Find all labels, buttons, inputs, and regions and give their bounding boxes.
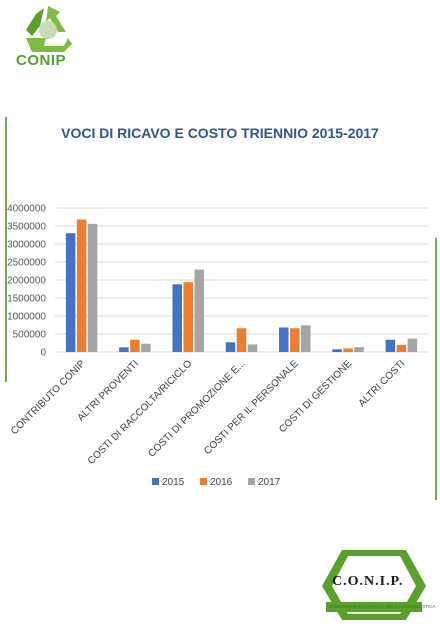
y-tick-label: 3500000 — [7, 222, 46, 233]
bar-2017 — [301, 325, 311, 352]
bar-2015 — [385, 339, 396, 352]
legend-label: 2016 — [210, 477, 233, 488]
bar-2016 — [183, 282, 193, 352]
conip-logo-bottom: C.O.N.I.P. CONSORZIO NAZIONALE IMBALLAGG… — [312, 546, 436, 624]
x-category-label: COSTI DI RACCOLTA/RICICLO — [86, 358, 195, 467]
bar-2015 — [225, 342, 236, 352]
conip-logo-top: CONIP — [10, 2, 86, 74]
recycle-icon — [26, 6, 72, 52]
y-tick-label: 2000000 — [7, 276, 46, 287]
left-accent-rule — [5, 117, 7, 382]
bar-2017 — [247, 344, 258, 352]
conip-emblem-icon — [322, 550, 426, 620]
y-tick-label: 3000000 — [7, 240, 46, 251]
bar-2016 — [290, 328, 300, 352]
bar-2015 — [172, 284, 182, 352]
y-tick-label: 1000000 — [7, 312, 46, 323]
y-tick-label: 4000000 — [7, 204, 46, 215]
logo-bottom-wordmark: C.O.N.I.P. — [332, 574, 404, 589]
legend-label: 2015 — [162, 477, 185, 488]
legend-swatch-2015 — [152, 478, 159, 485]
chart-title: VOCI DI RICAVO E COSTO TRIENNIO 2015-201… — [61, 125, 379, 141]
bar-2015 — [65, 233, 76, 352]
bar-2017 — [141, 343, 151, 352]
logo-bottom-subtext: CONSORZIO NAZIONALE IMBALLAGGI PLASTICA — [330, 604, 436, 609]
bar-2017 — [354, 347, 364, 352]
bar-2016 — [130, 339, 140, 352]
logo-wordmark: CONIP — [16, 52, 67, 69]
bar-2016 — [236, 328, 247, 352]
legend-swatch-2017 — [248, 478, 255, 485]
bar-2016 — [396, 344, 407, 352]
bar-2015 — [279, 327, 289, 352]
bar-2017 — [87, 223, 98, 352]
y-tick-label: 0 — [40, 348, 46, 359]
x-category-label: ALTRI COSTI — [357, 358, 408, 409]
bar-2016 — [343, 348, 353, 352]
bar-2017 — [407, 338, 418, 352]
bar-2016 — [76, 219, 87, 352]
bar-2015 — [119, 347, 129, 352]
x-category-label: COSTI PER IL PERSONALE — [202, 358, 301, 457]
x-category-label: CONTRIBUTO CONIP — [9, 358, 88, 437]
bar-2017 — [194, 269, 204, 352]
x-category-label: COSTI DI PROMOZIONE E... — [146, 358, 247, 459]
y-tick-label: 2500000 — [7, 258, 46, 269]
y-tick-label: 500000 — [13, 330, 47, 341]
legend-label: 2017 — [258, 477, 281, 488]
bar-2015 — [332, 349, 342, 352]
y-tick-label: 1500000 — [7, 294, 46, 305]
legend-swatch-2016 — [200, 478, 207, 485]
right-accent-rule — [435, 238, 437, 500]
